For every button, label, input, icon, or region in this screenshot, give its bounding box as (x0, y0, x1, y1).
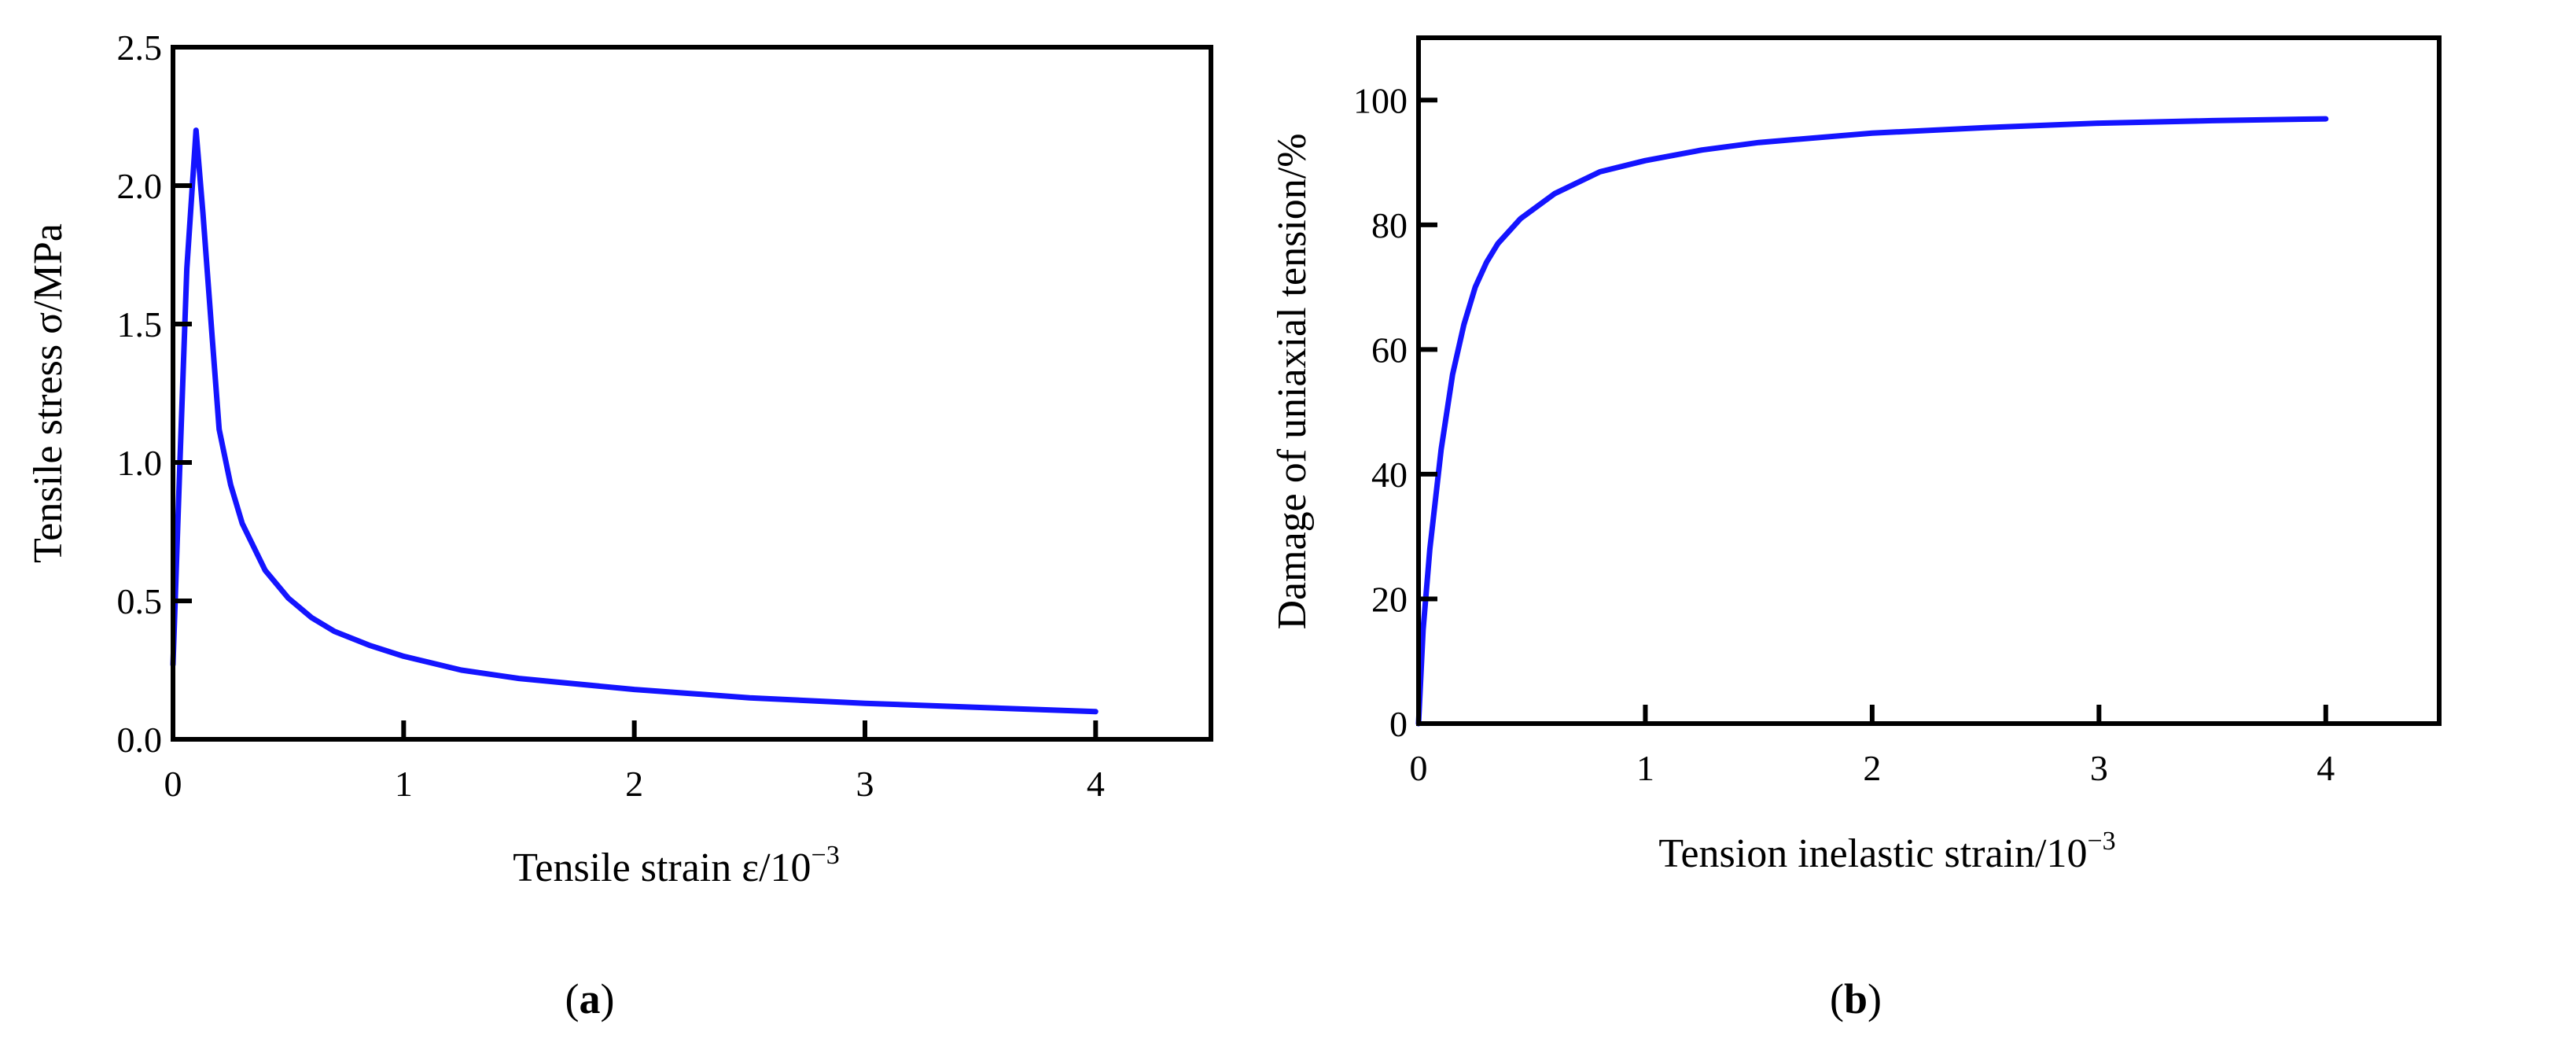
chart-b-ytick-label: 40 (1371, 455, 1408, 495)
chart-b-series-line (1415, 116, 2329, 727)
chart-b-plot-frame (1416, 35, 2442, 726)
chart-a-ytick-label: 0.0 (117, 720, 163, 760)
chart-a-series-line (170, 127, 1098, 715)
chart-a-xtick-label: 0 (164, 764, 182, 804)
chart-a-ytick-label: 0.5 (117, 581, 163, 621)
chart-b-xtick-label: 3 (2090, 748, 2108, 788)
chart-a-xtick-label: 1 (395, 764, 413, 804)
chart-a-panel-letter: a (580, 975, 601, 1022)
chart-a-ytick-label: 1.0 (117, 443, 163, 483)
chart-b: Damage of uniaxial tension/% Tension ine… (1270, 35, 2442, 1022)
chart-b-ytick-label: 20 (1371, 579, 1408, 619)
chart-a-ylabel: Tensile stress σ/MPa (26, 223, 71, 563)
chart-b-xtick-label: 2 (1863, 748, 1881, 788)
chart-a: Tensile stress σ/MPa Tensile strain ε/10… (26, 28, 1213, 1022)
chart-a-xlabel-text: Tensile strain ε/10 (513, 845, 811, 890)
chart-a-xtick-label: 4 (1087, 764, 1105, 804)
chart-a-panel-label: (a) (565, 975, 615, 1022)
chart-a-xlabel: Tensile strain ε/10−3 (513, 841, 839, 890)
chart-b-ytick-label: 100 (1353, 80, 1408, 120)
chart-b-panel-label: (b) (1830, 975, 1882, 1022)
chart-a-xtick-label: 2 (625, 764, 643, 804)
chart-a-xtick-label: 3 (856, 764, 874, 804)
chart-b-xtick-label: 1 (1636, 748, 1654, 788)
chart-a-ytick-label: 2.5 (117, 28, 163, 68)
chart-b-ytick-label: 80 (1371, 205, 1408, 245)
chart-b-xtick-label: 4 (2317, 748, 2335, 788)
chart-b-panel-letter: b (1844, 975, 1868, 1022)
chart-a-xlabel-sup: −3 (811, 841, 840, 870)
chart-b-ylabel: Damage of uniaxial tension/% (1270, 133, 1315, 629)
chart-a-ytick-label: 1.5 (117, 304, 163, 344)
chart-b-ytick-label: 0 (1389, 704, 1408, 744)
chart-b-xlabel-text: Tension inelastic strain/10 (1658, 831, 2087, 876)
chart-a-plot-frame (171, 45, 1213, 742)
chart-b-xlabel: Tension inelastic strain/10−3 (1658, 827, 2115, 876)
chart-a-ytick-label: 2.0 (117, 166, 163, 206)
chart-b-xtick-label: 0 (1410, 748, 1428, 788)
chart-b-ytick-label: 60 (1371, 330, 1408, 370)
chart-b-xlabel-sup: −3 (2087, 827, 2115, 856)
